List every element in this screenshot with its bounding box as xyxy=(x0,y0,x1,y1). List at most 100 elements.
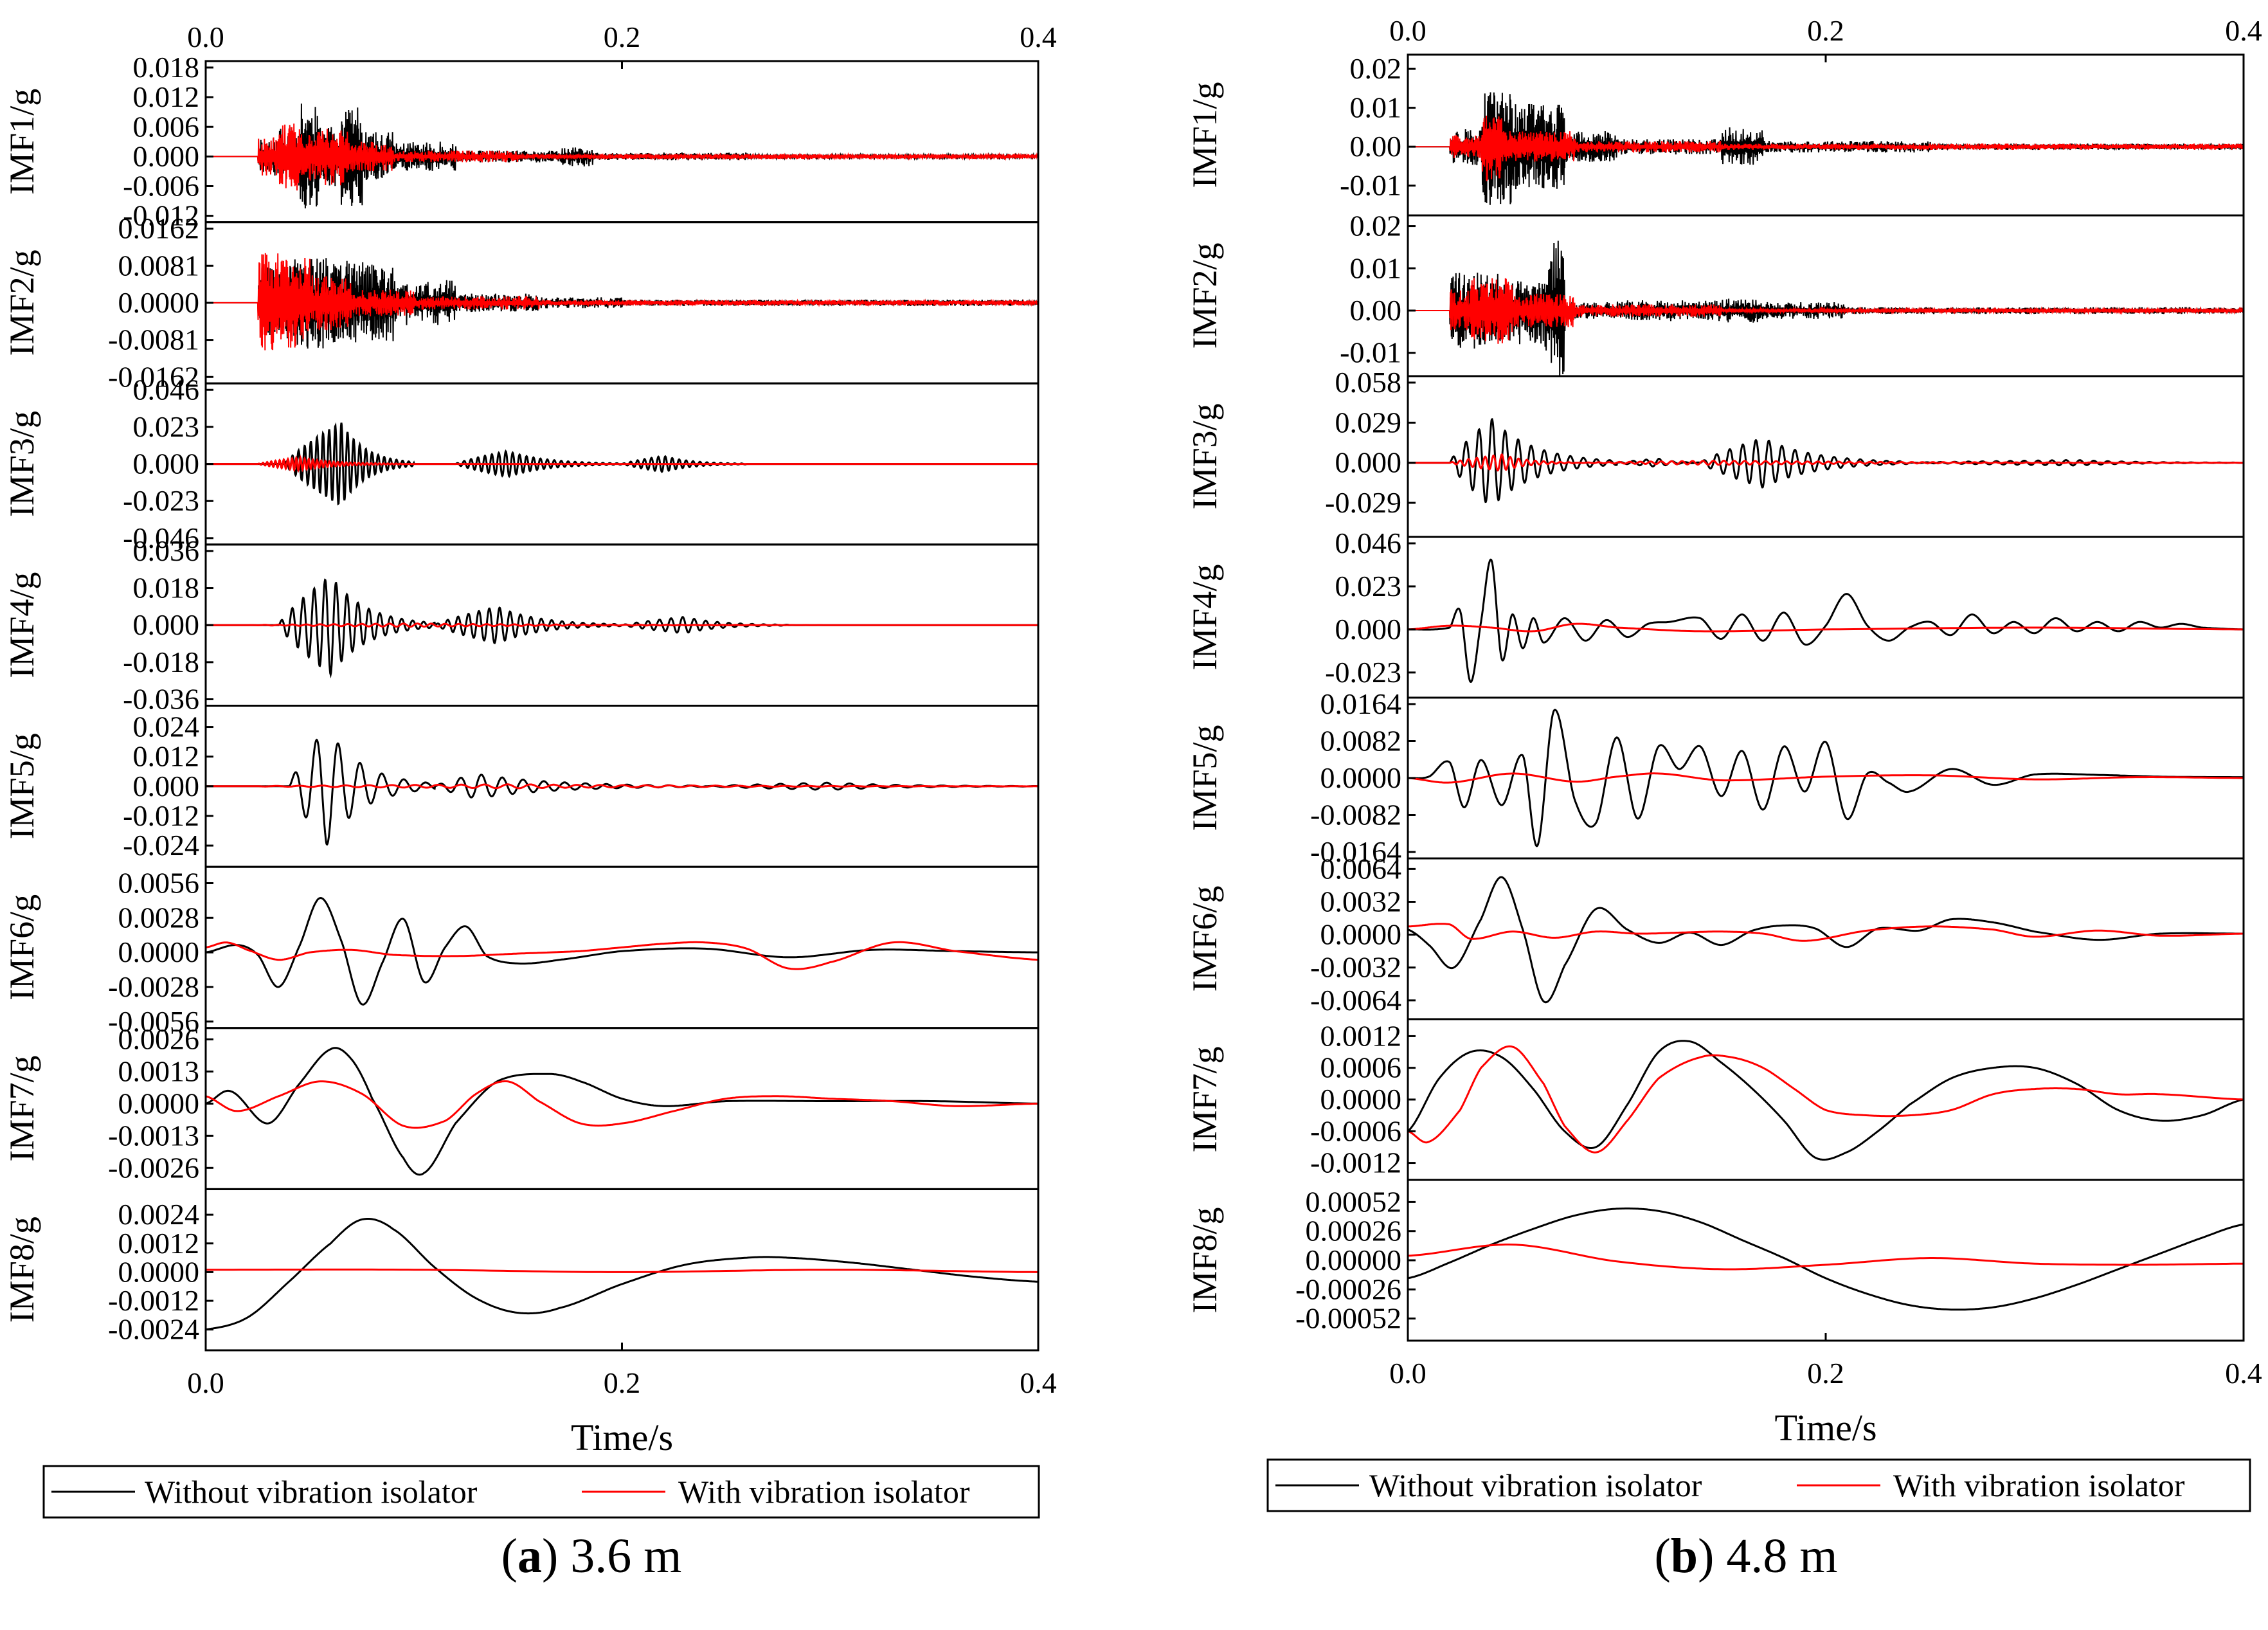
y-label-IMF5: IMF5/g xyxy=(1185,725,1224,831)
y-tick-IMF5-0.012: 0.012 xyxy=(133,740,200,773)
y-tick-IMF1-0.01: 0.01 xyxy=(1350,91,1402,124)
y-tick-IMF1-0.018: 0.018 xyxy=(133,51,200,84)
IMF7-with-isolator-line xyxy=(1408,1045,2244,1154)
IMF4-with-isolator-line xyxy=(206,622,1038,628)
legend-a-without-label: Without vibration isolator xyxy=(145,1474,478,1510)
panel-IMF4: 0.036 0.018 0.000 -0.018 -0.036 IMF4/g xyxy=(3,534,1040,716)
y-tick-IMF5-0.024: 0.024 xyxy=(133,711,200,743)
y-tick-IMF3-0.023: 0.023 xyxy=(133,410,200,443)
y-label-IMF8: IMF8/g xyxy=(1185,1207,1224,1313)
x-tick-top-0.2: 0.2 xyxy=(1807,14,1844,47)
IMF1-with-isolator-line xyxy=(206,123,1038,191)
y-label-IMF7: IMF7/g xyxy=(1185,1046,1224,1152)
y-tick-IMF2--0.0081: -0.0081 xyxy=(108,323,199,356)
caption-b-text: (b) 4.8 m xyxy=(1654,1529,1837,1583)
y-tick-IMF4-0.000: 0.000 xyxy=(1335,613,1402,646)
y-tick-IMF4--0.023: -0.023 xyxy=(1325,656,1401,689)
IMF5-without-isolator-line xyxy=(1408,709,2244,847)
y-tick-IMF2--0.0162: -0.0162 xyxy=(108,360,199,393)
y-label-IMF6: IMF6/g xyxy=(1185,885,1224,992)
y-tick-IMF7--0.0006: -0.0006 xyxy=(1310,1114,1401,1147)
y-label-IMF4: IMF4/g xyxy=(1185,564,1224,670)
y-label-IMF7: IMF7/g xyxy=(3,1056,41,1162)
panel-frame-IMF8 xyxy=(204,1188,1040,1352)
x-tick-bottom-0.0: 0.0 xyxy=(1389,1357,1426,1390)
y-tick-IMF1--0.012: -0.012 xyxy=(123,199,199,232)
y-tick-IMF8--0.0012: -0.0012 xyxy=(108,1284,199,1317)
y-tick-IMF3--0.046: -0.046 xyxy=(123,521,199,554)
x-tick-top-0.0: 0.0 xyxy=(1389,14,1426,47)
y-tick-IMF4-0.036: 0.036 xyxy=(133,534,200,567)
y-tick-IMF5-0.0000: 0.0000 xyxy=(1320,761,1402,794)
y-tick-IMF1-0.00: 0.00 xyxy=(1350,130,1402,163)
panel-frame-IMF8 xyxy=(1407,1179,2245,1342)
y-tick-IMF8-0.0000: 0.0000 xyxy=(118,1255,200,1288)
IMF6-with-isolator-line xyxy=(1408,923,2244,942)
y-tick-IMF3-0.058: 0.058 xyxy=(1335,366,1402,399)
y-tick-IMF2-0.0081: 0.0081 xyxy=(118,249,200,282)
x-tick-top-0.2: 0.2 xyxy=(604,21,641,53)
x-tick-top-0.0: 0.0 xyxy=(187,21,224,53)
panel-IMF2: 0.02 0.01 0.00 -0.01 IMF2/g xyxy=(1185,210,2245,377)
y-tick-IMF2-0.01: 0.01 xyxy=(1350,251,1402,284)
y-tick-IMF5-0.0164: 0.0164 xyxy=(1320,687,1402,720)
y-tick-IMF4-0.018: 0.018 xyxy=(133,572,200,604)
y-tick-IMF7-0.0000: 0.0000 xyxy=(118,1087,200,1119)
y-tick-IMF3-0.000: 0.000 xyxy=(1335,446,1402,479)
legend-b-without-label: Without vibration isolator xyxy=(1369,1467,1702,1503)
caption-b: (b) 4.8 m xyxy=(1654,1529,1837,1583)
y-tick-IMF5--0.024: -0.024 xyxy=(123,829,199,862)
IMF8-without-isolator-line xyxy=(1408,1207,2244,1311)
y-tick-IMF6--0.0064: -0.0064 xyxy=(1310,984,1401,1017)
panel-IMF5: 0.0164 0.0082 0.0000 -0.0082 -0.0164 IMF5/g xyxy=(1185,687,2245,868)
y-tick-IMF4-0.046: 0.046 xyxy=(1335,527,1402,559)
panel-frame-IMF7 xyxy=(1407,1018,2245,1181)
x-tick-bottom-0.0: 0.0 xyxy=(187,1366,224,1399)
y-tick-IMF5-0.000: 0.000 xyxy=(133,770,200,802)
y-tick-IMF8-0.00000: 0.00000 xyxy=(1306,1244,1402,1276)
panel-IMF4: 0.046 0.023 0.000 -0.023 IMF4/g xyxy=(1185,527,2245,699)
IMF7-without-isolator-line xyxy=(1408,1040,2244,1161)
y-label-IMF6: IMF6/g xyxy=(3,894,41,1001)
y-tick-IMF8--0.0024: -0.0024 xyxy=(108,1313,199,1346)
x-axis-title: Time/s xyxy=(1774,1407,1877,1449)
y-label-IMF1: IMF1/g xyxy=(1185,82,1224,188)
y-tick-IMF5--0.0164: -0.0164 xyxy=(1310,835,1401,868)
y-tick-IMF6-0.0056: 0.0056 xyxy=(118,867,200,900)
y-tick-IMF7--0.0012: -0.0012 xyxy=(1310,1146,1401,1179)
y-tick-IMF8--0.00052: -0.00052 xyxy=(1295,1302,1401,1335)
y-tick-IMF6-0.0064: 0.0064 xyxy=(1320,852,1402,885)
x-tick-bottom-0.2: 0.2 xyxy=(1807,1357,1844,1390)
y-tick-IMF8-0.00026: 0.00026 xyxy=(1306,1215,1402,1247)
y-label-IMF4: IMF4/g xyxy=(3,572,41,678)
y-tick-IMF7-0.0026: 0.0026 xyxy=(118,1022,200,1055)
y-tick-IMF2-0.00: 0.00 xyxy=(1350,294,1402,327)
y-tick-IMF6--0.0028: -0.0028 xyxy=(108,970,199,1003)
caption-b-letter: b xyxy=(1671,1529,1698,1583)
y-tick-IMF5--0.012: -0.012 xyxy=(123,799,199,832)
IMF1-with-isolator-line xyxy=(1408,115,2244,181)
x-tick-bottom-0.2: 0.2 xyxy=(604,1366,641,1399)
y-label-IMF8: IMF8/g xyxy=(3,1217,41,1323)
y-tick-IMF3--0.023: -0.023 xyxy=(123,484,199,517)
caption-a-text: (a) 3.6 m xyxy=(501,1529,682,1583)
IMF7-with-isolator-line xyxy=(206,1080,1038,1129)
y-tick-IMF6-0.0028: 0.0028 xyxy=(118,901,200,934)
IMF5-without-isolator-line xyxy=(206,738,1038,846)
y-tick-IMF6--0.0056: -0.0056 xyxy=(108,1005,199,1038)
IMF3-with-isolator-line xyxy=(1408,453,2244,472)
y-tick-IMF3--0.029: -0.029 xyxy=(1325,486,1401,519)
y-tick-IMF1-0.012: 0.012 xyxy=(133,80,200,113)
chart-b-4.8m: 0.0 0.0 0.2 0.2 0.4 0.4 Time/s 0.02 0.01 0.00 -0.0… xyxy=(1185,14,2262,1449)
y-tick-IMF5--0.0082: -0.0082 xyxy=(1310,799,1401,831)
y-tick-IMF1--0.01: -0.01 xyxy=(1340,169,1401,202)
y-tick-IMF2-0.0162: 0.0162 xyxy=(118,212,200,245)
y-tick-IMF4-0.000: 0.000 xyxy=(133,608,200,641)
y-tick-IMF8-0.00052: 0.00052 xyxy=(1306,1185,1402,1218)
y-tick-IMF3-0.046: 0.046 xyxy=(133,373,200,406)
y-tick-IMF6-0.0000: 0.0000 xyxy=(1320,918,1402,951)
